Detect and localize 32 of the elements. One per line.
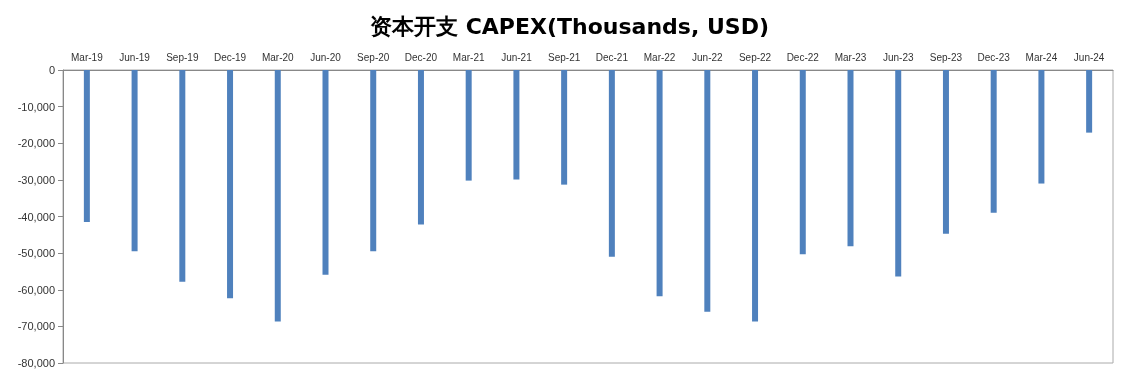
x-tick-label: Mar-23 [834,51,867,63]
x-tick-label: Sep-23 [929,51,963,63]
x-tick-label: Jun-20 [310,51,342,63]
x-tick-label: Sep-20 [357,51,390,63]
x-tick-label: Jun-23 [882,51,914,63]
x-tick-label: Mar-22 [643,51,676,63]
y-tick-label: -30,000 [17,173,55,186]
y-tick-label: -60,000 [17,283,55,296]
x-tick-label: Jun-19 [119,51,151,63]
x-tick-label: Mar-19 [71,51,104,63]
y-tick-label: -10,000 [17,100,55,113]
x-tick-label: Jun-22 [692,51,724,63]
y-tick-label: -20,000 [17,137,55,150]
y-tick-label: -50,000 [17,247,55,260]
x-tick-label: Dec-23 [977,51,1011,63]
x-tick-label: Sep-22 [738,51,772,63]
chart-title: 资本开支 CAPEX(Thousands, USD) [370,13,769,39]
x-tick-label: Dec-19 [213,51,247,63]
y-tick-label: -80,000 [17,357,55,369]
y-tick-label: -40,000 [17,210,55,223]
x-tick-label: Mar-21 [452,51,485,63]
x-tick-label: Mar-20 [261,51,295,63]
y-tick-label: -70,000 [17,320,55,333]
x-tick-label: Dec-20 [404,51,438,63]
x-tick-label: Jun-24 [1073,51,1105,63]
y-tick-label: 0 [48,64,55,76]
x-tick-label: Dec-21 [595,51,629,63]
x-tick-label: Mar-24 [1025,51,1058,63]
x-tick-label: Sep-21 [548,51,581,63]
x-tick-label: Jun-21 [501,51,533,63]
x-tick-label: Sep-19 [166,51,199,63]
x-tick-label: Dec-22 [786,51,820,63]
